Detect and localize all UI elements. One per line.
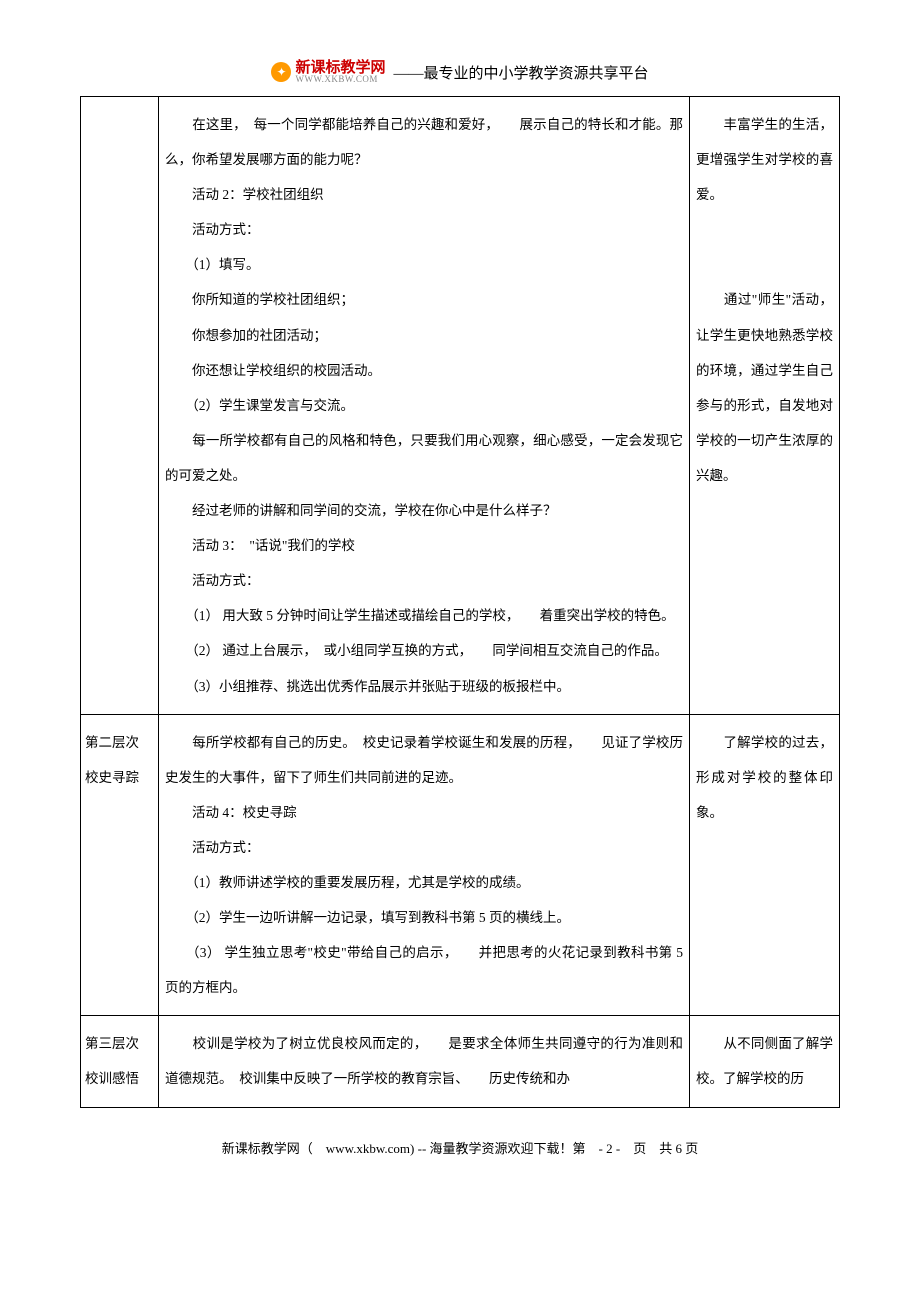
row-note-cell: 从不同侧面了解学校。了解学校的历: [690, 1016, 840, 1107]
row-note-cell: 丰富学生的生活，更增强学生对学校的喜爱。 通过"师生"活动，让学生更快地熟悉学校…: [690, 97, 840, 715]
footer-text-after: ) -- 海量教学资源欢迎下载！第 - 2 - 页 共 6 页: [410, 1141, 698, 1156]
table-row: 第二层次校史寻踪 每所学校都有自己的历史。 校史记录着学校诞生和发展的历程， 见…: [81, 714, 840, 1016]
footer-url: www.xkbw.com: [326, 1141, 410, 1156]
row-label-cell: 第二层次校史寻踪: [81, 714, 159, 1016]
row-note-text: 了解学校的过去，形成对学校的整体印象。: [690, 715, 839, 840]
table-row: 第三层次校训感悟 校训是学校为了树立优良校风而定的， 是要求全体师生共同遵守的行…: [81, 1016, 840, 1107]
row-note-text: 从不同侧面了解学校。了解学校的历: [690, 1016, 839, 1106]
page-footer: 新课标教学网（ www.xkbw.com) -- 海量教学资源欢迎下载！第 - …: [80, 1138, 840, 1157]
logo-icon: ✦: [271, 62, 291, 82]
row-label-text: 第二层次校史寻踪: [81, 715, 158, 805]
page-header: ✦ 新课标教学网 WWW.XKBW.COM ——最专业的中小学教学资源共享平台: [80, 60, 840, 84]
row-content-cell: 在这里， 每一个同学都能培养自己的兴趣和爱好， 展示自己的特长和才能。那么，你希…: [159, 97, 690, 715]
table-row: 在这里， 每一个同学都能培养自己的兴趣和爱好， 展示自己的特长和才能。那么，你希…: [81, 97, 840, 715]
footer-text-before: 新课标教学网（: [222, 1141, 326, 1156]
row-label-text: 第三层次校训感悟: [81, 1016, 158, 1106]
row-note-cell: 了解学校的过去，形成对学校的整体印象。: [690, 714, 840, 1016]
row-content-text: 每所学校都有自己的历史。 校史记录着学校诞生和发展的历程， 见证了学校历史发生的…: [159, 715, 689, 1016]
logo-brand-text: 新课标教学网: [295, 60, 385, 75]
row-note-text: 丰富学生的生活，更增强学生对学校的喜爱。 通过"师生"活动，让学生更快地熟悉学校…: [690, 97, 839, 503]
row-label-cell: 第三层次校训感悟: [81, 1016, 159, 1107]
lesson-plan-table: 在这里， 每一个同学都能培养自己的兴趣和爱好， 展示自己的特长和才能。那么，你希…: [80, 96, 840, 1108]
header-subtitle: ——最专业的中小学教学资源共享平台: [394, 62, 649, 83]
row-label-cell: [81, 97, 159, 715]
row-content-cell: 每所学校都有自己的历史。 校史记录着学校诞生和发展的历程， 见证了学校历史发生的…: [159, 714, 690, 1016]
site-logo: ✦ 新课标教学网 WWW.XKBW.COM: [271, 60, 385, 84]
logo-url-text: WWW.XKBW.COM: [295, 75, 377, 84]
row-content-cell: 校训是学校为了树立优良校风而定的， 是要求全体师生共同遵守的行为准则和道德规范。…: [159, 1016, 690, 1107]
row-content-text: 在这里， 每一个同学都能培养自己的兴趣和爱好， 展示自己的特长和才能。那么，你希…: [159, 97, 689, 714]
row-label-text: [81, 97, 158, 117]
row-content-text: 校训是学校为了树立优良校风而定的， 是要求全体师生共同遵守的行为准则和道德规范。…: [159, 1016, 689, 1106]
